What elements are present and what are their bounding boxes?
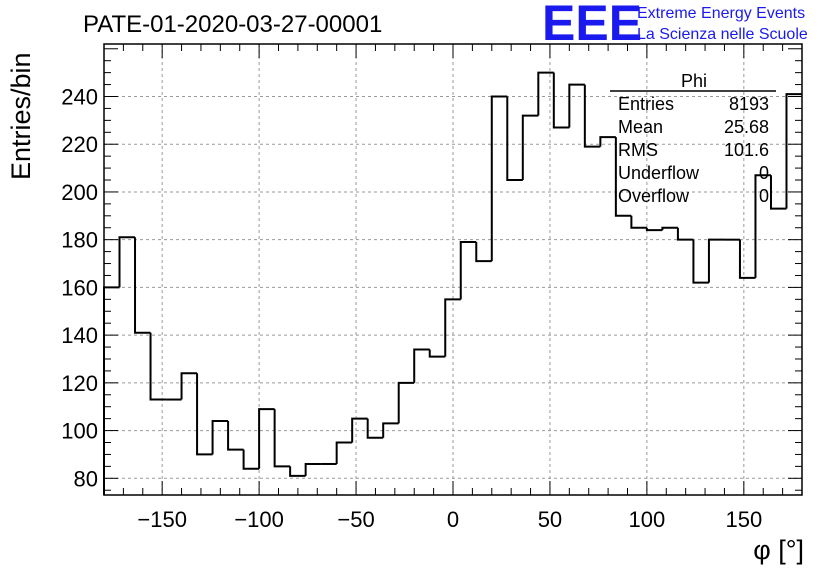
histogram-bin	[397, 381, 415, 424]
y-tick-labels: 80 100 120 140 160 180 200 220 240	[61, 84, 98, 491]
histogram-bin	[738, 239, 756, 279]
histogram-bin	[754, 174, 771, 278]
histogram-bin	[242, 449, 260, 470]
stats-value: 0	[759, 186, 769, 206]
x-tick-label: 0	[447, 507, 459, 532]
histogram-bin	[475, 242, 492, 263]
logo-line-1: Extreme Energy Events	[637, 5, 805, 22]
histogram-bin	[521, 114, 539, 181]
y-tick-label: 120	[61, 371, 98, 396]
histogram-bin	[676, 227, 694, 241]
y-axis-label: Entries/bin	[6, 52, 36, 180]
chart-title: PATE-01-2020-03-27-00001	[83, 11, 382, 38]
histogram-bin	[506, 96, 523, 182]
x-tick-label: 100	[629, 507, 666, 532]
histogram-bin	[413, 348, 430, 383]
histogram-bin	[614, 137, 632, 217]
histogram-bin	[351, 417, 368, 443]
histogram-bin	[258, 408, 275, 469]
histogram-bin	[599, 136, 616, 147]
histogram-bin	[552, 72, 570, 129]
y-tick-label: 140	[61, 323, 98, 348]
x-tick-label: −150	[137, 507, 187, 532]
stats-box: Phi Entries 8193 Mean 25.68 RMS 101.6 Underflo…	[610, 71, 776, 206]
y-tick-label: 80	[74, 466, 98, 491]
grid-lines	[104, 44, 802, 495]
histogram-bin	[645, 227, 663, 232]
stats-name: Phi	[681, 71, 707, 91]
histogram-bin	[304, 462, 322, 476]
y-tick-label: 220	[61, 132, 98, 157]
logo-line-2: La Scienza nelle Scuole	[637, 26, 808, 43]
histogram-bin	[444, 298, 461, 357]
x-tick-label: −50	[337, 507, 374, 532]
logo-mark: EEE	[542, 0, 642, 51]
eee-logo: EEE Extreme Energy Events La Scienza nel…	[542, 0, 808, 51]
histogram-bin	[134, 237, 151, 334]
x-tick-labels: −150 −100 −50 0 50 100 150	[137, 507, 762, 532]
histogram-bin	[118, 236, 136, 288]
x-tick-label: −100	[234, 507, 284, 532]
histogram-bin	[103, 286, 120, 495]
histogram-bin	[707, 238, 725, 283]
histogram-bin	[149, 332, 167, 401]
y-tick-label: 180	[61, 228, 98, 253]
histogram-bin	[568, 83, 585, 128]
x-axis-label: φ [°]	[753, 535, 804, 565]
stats-label: Mean	[618, 117, 663, 137]
histogram-bin	[180, 372, 198, 400]
histogram-bin	[661, 226, 678, 231]
histogram-bin	[227, 421, 244, 451]
stats-value: 8193	[729, 94, 769, 114]
histogram-bin	[769, 175, 787, 210]
histogram-bin	[196, 373, 213, 456]
axis-ticks	[103, 44, 803, 495]
stats-value: 101.6	[724, 140, 769, 160]
plot-frame	[103, 43, 803, 496]
y-tick-label: 100	[61, 419, 98, 444]
histogram-bin	[490, 95, 508, 262]
y-tick-label: 200	[61, 180, 98, 205]
stats-value: 0	[759, 163, 769, 183]
stats-label: RMS	[618, 140, 658, 160]
stats-label: Overflow	[618, 186, 690, 206]
histogram-bin	[335, 441, 353, 464]
histogram-bin	[459, 241, 477, 300]
histogram-bin	[211, 420, 229, 455]
histogram-bin	[630, 215, 647, 229]
stats-label: Underflow	[618, 163, 700, 183]
histogram-bin	[273, 409, 291, 468]
y-tick-label: 240	[61, 84, 98, 109]
histogram-bin	[289, 466, 306, 477]
histogram-bin	[537, 71, 554, 116]
stats-label: Entries	[618, 94, 674, 114]
y-tick-label: 160	[61, 275, 98, 300]
histogram-bin	[382, 422, 399, 438]
x-tick-label: 50	[538, 507, 562, 532]
histogram-bin	[692, 239, 709, 284]
histogram-bin	[583, 84, 601, 148]
histogram-bin	[366, 418, 384, 439]
x-tick-label: 150	[725, 507, 762, 532]
histogram-bin	[428, 349, 446, 358]
stats-value: 25.68	[724, 117, 769, 137]
histogram-bin	[785, 93, 802, 209]
